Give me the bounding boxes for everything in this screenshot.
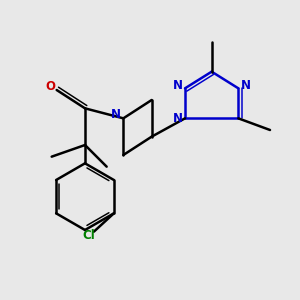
Text: N: N (173, 112, 183, 125)
Text: Cl: Cl (82, 229, 95, 242)
Text: N: N (241, 79, 251, 92)
Text: N: N (173, 79, 183, 92)
Text: O: O (46, 80, 56, 93)
Text: N: N (111, 108, 121, 121)
